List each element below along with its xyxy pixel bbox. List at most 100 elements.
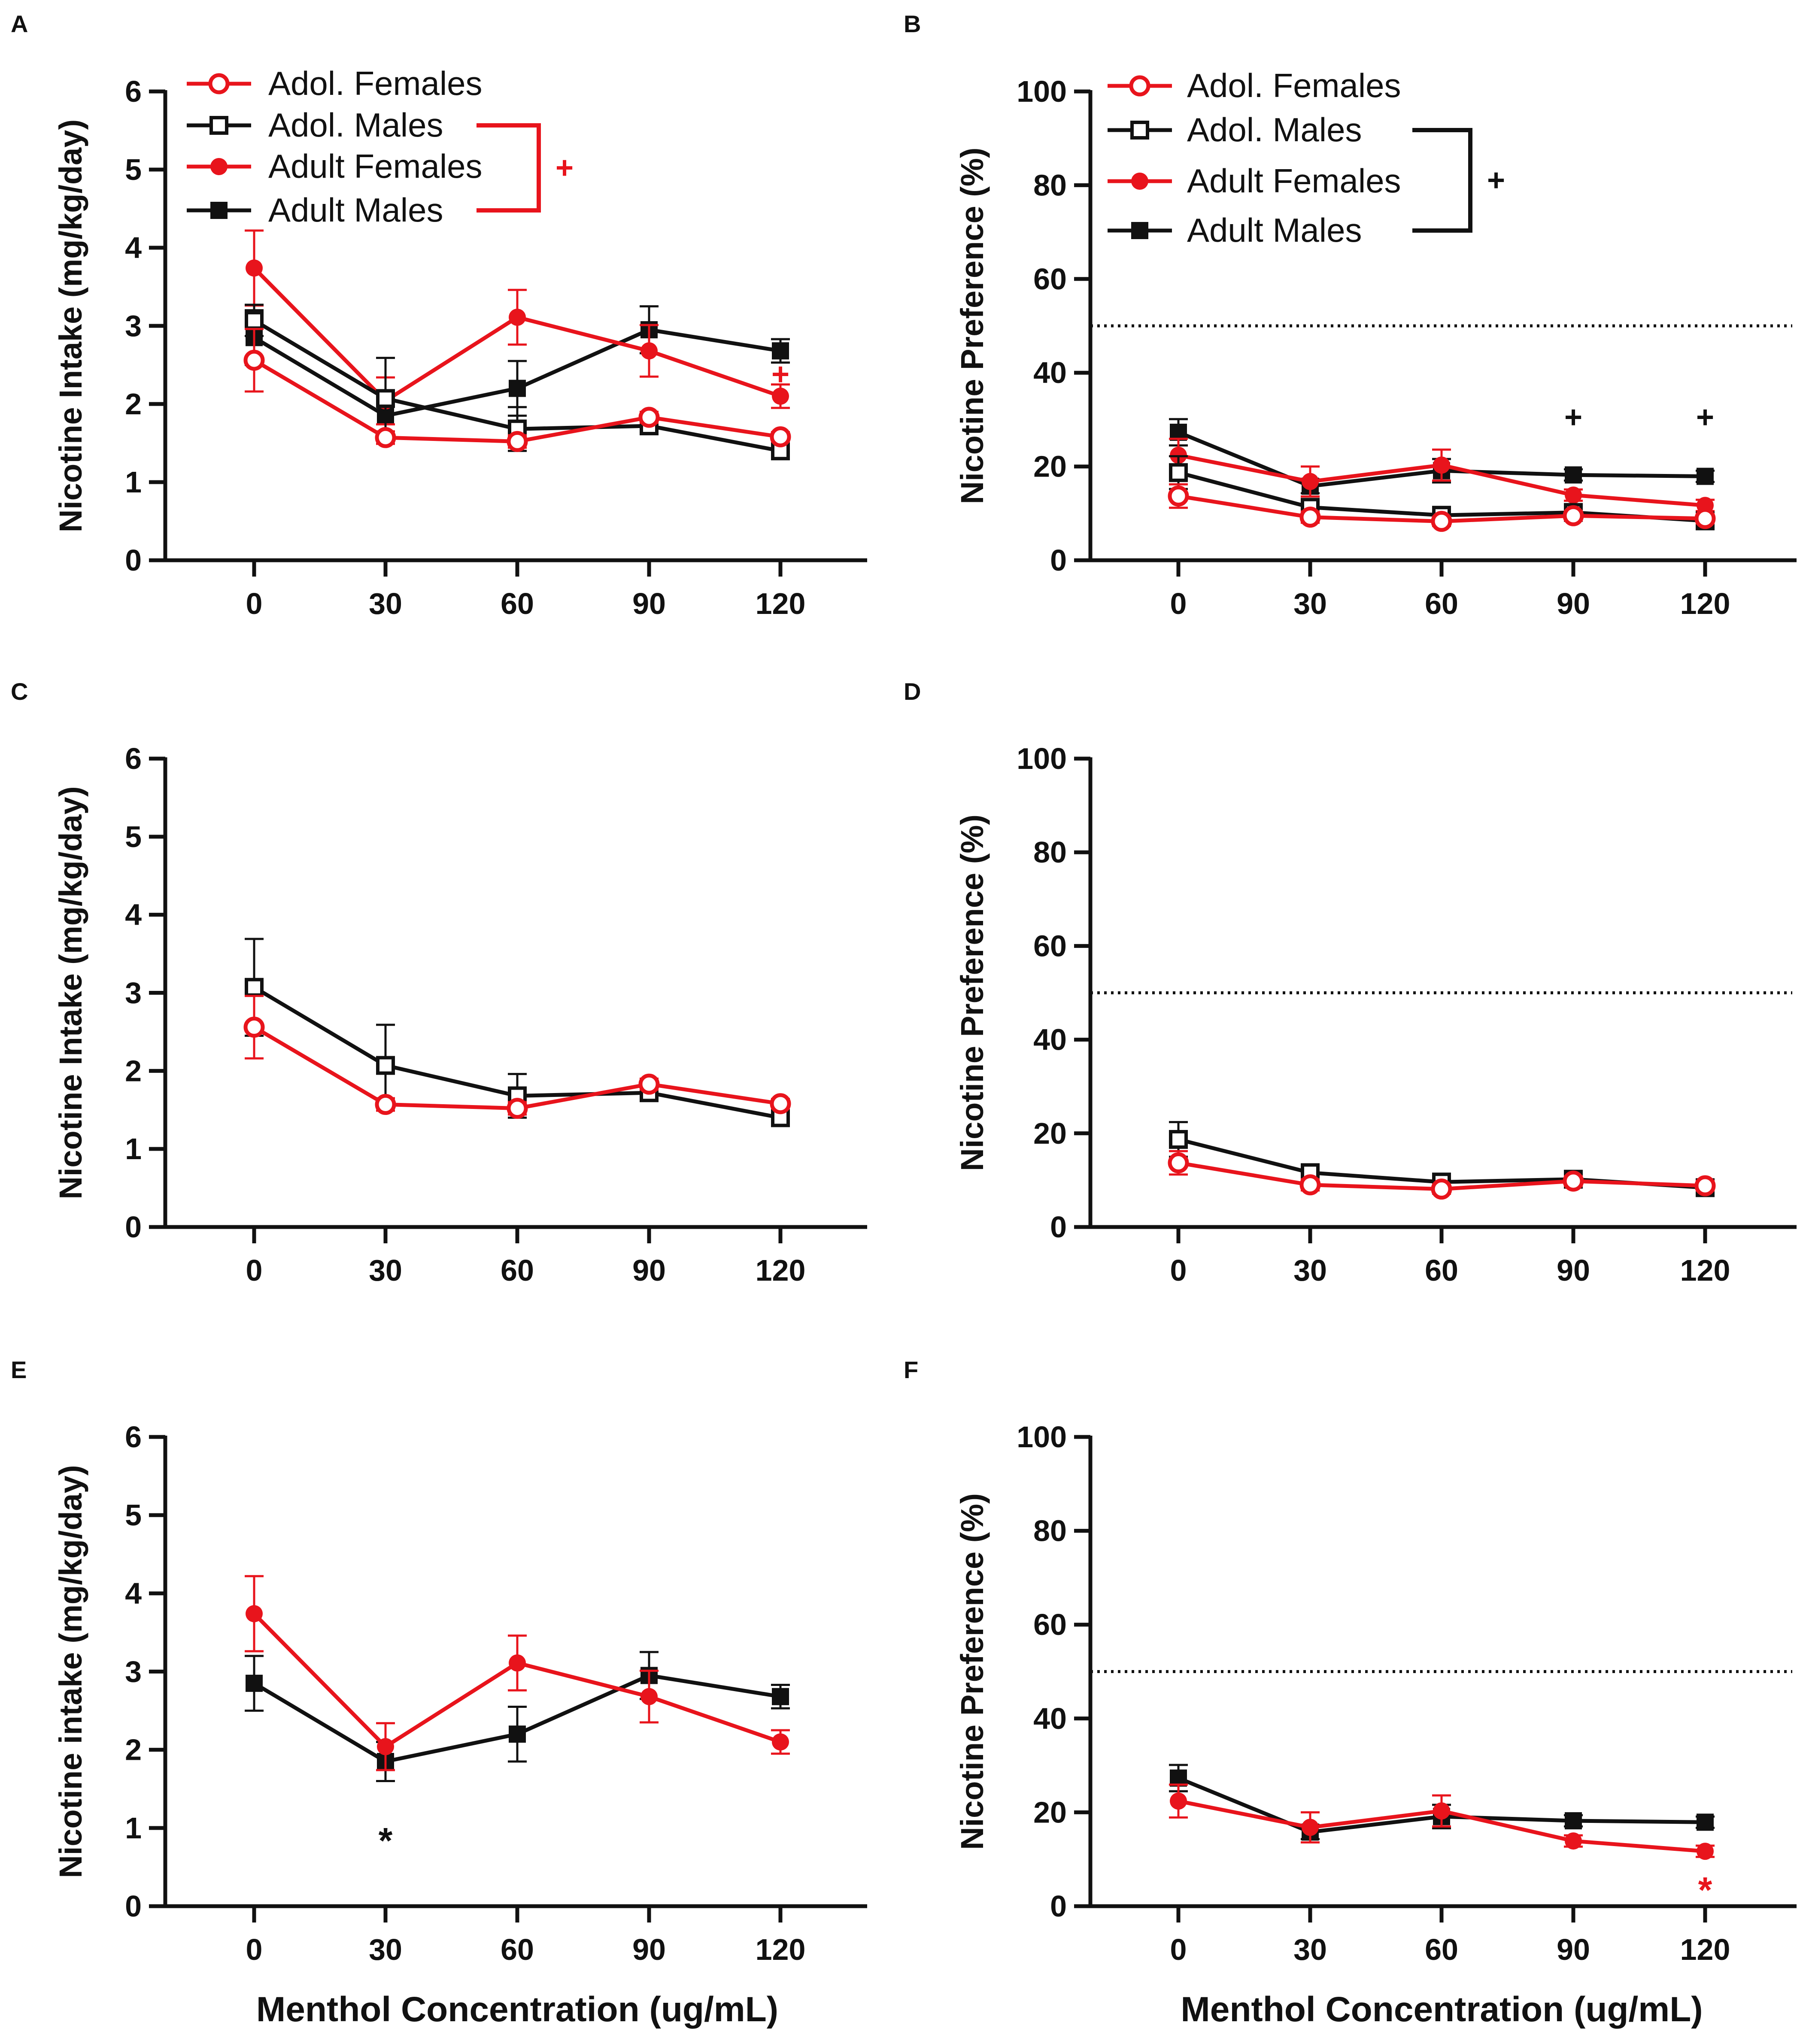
x-tick-label: 90 <box>1557 1933 1590 1966</box>
data-point <box>640 1688 658 1705</box>
legend-marker <box>210 202 228 219</box>
data-point <box>377 1738 394 1755</box>
y-axis-title: Nicotine Intake (mg/kg/day) <box>53 786 88 1199</box>
panel-label: C <box>11 678 28 705</box>
significance-plus: + <box>1564 400 1582 434</box>
x-axis-title: Menthol Concentration (ug/mL) <box>256 1990 778 2029</box>
data-point <box>1694 508 1716 529</box>
x-tick-label: 30 <box>1293 1254 1327 1287</box>
legend-label: Adult Females <box>268 147 483 185</box>
y-axis-title: Nicotine Preference (%) <box>954 1493 990 1850</box>
legend-marker <box>1130 121 1149 140</box>
y-tick-label: 100 <box>1017 75 1067 108</box>
significance-star: * <box>1698 1870 1712 1910</box>
x-tick-label: 120 <box>1680 1933 1730 1966</box>
y-axis-title: Nicotine intake (mg/kg/day) <box>53 1465 88 1878</box>
y-tick-label: 20 <box>1033 1795 1067 1829</box>
data-point <box>1433 456 1450 474</box>
y-tick-label: 40 <box>1033 1702 1067 1735</box>
legend-marker <box>208 73 230 94</box>
data-point <box>1169 463 1188 482</box>
data-point <box>376 389 395 408</box>
data-point <box>509 308 526 326</box>
y-tick-label: 4 <box>125 1576 142 1610</box>
x-tick-label: 120 <box>756 1254 806 1287</box>
data-point <box>246 259 263 277</box>
data-point <box>638 407 660 428</box>
y-tick-label: 0 <box>125 1889 142 1923</box>
y-tick-label: 60 <box>1033 929 1067 963</box>
significance-star: * <box>379 1820 393 1861</box>
data-point <box>1168 485 1189 507</box>
panel-label: D <box>904 678 921 705</box>
x-tick-label: 0 <box>1170 1254 1187 1287</box>
x-tick-label: 60 <box>1425 1254 1458 1287</box>
y-axis-title: Nicotine Preference (%) <box>954 814 990 1171</box>
y-tick-label: 0 <box>125 544 142 577</box>
x-tick-label: 120 <box>756 587 806 620</box>
x-tick-label: 0 <box>246 587 263 620</box>
y-tick-label: 0 <box>1050 544 1067 577</box>
y-axis-title: Nicotine Preference (%) <box>954 148 990 504</box>
data-point <box>1302 1819 1319 1836</box>
panel-label: F <box>904 1356 918 1383</box>
significance-plus: + <box>1696 400 1714 434</box>
data-point <box>507 431 528 452</box>
data-point <box>1565 486 1582 504</box>
y-tick-label: 1 <box>125 1132 142 1166</box>
y-tick-label: 20 <box>1033 1117 1067 1150</box>
y-tick-label: 100 <box>1017 742 1067 775</box>
data-point <box>1431 510 1452 532</box>
x-tick-label: 90 <box>1557 1254 1590 1287</box>
data-point <box>509 1654 526 1672</box>
y-tick-label: 20 <box>1033 450 1067 483</box>
x-tick-label: 30 <box>1293 1933 1327 1966</box>
data-point <box>246 1605 263 1622</box>
x-tick-label: 60 <box>1425 587 1458 620</box>
y-tick-label: 5 <box>125 820 142 853</box>
panel-label: B <box>904 10 921 37</box>
x-tick-label: 60 <box>501 1933 534 1966</box>
data-point <box>772 1733 789 1751</box>
y-tick-label: 0 <box>125 1210 142 1244</box>
series-adol-females <box>243 328 791 452</box>
legend-bracket-plus: + <box>1487 163 1505 197</box>
series-adult-females <box>245 1575 790 1771</box>
y-tick-label: 3 <box>125 976 142 1010</box>
y-tick-label: 0 <box>1050 1889 1067 1923</box>
data-point <box>1565 1832 1582 1850</box>
legend-label: Adult Males <box>1187 211 1362 249</box>
x-tick-label: 0 <box>246 1933 263 1966</box>
data-point <box>1565 1812 1582 1830</box>
y-tick-label: 40 <box>1033 1023 1067 1057</box>
y-tick-label: 3 <box>125 1655 142 1689</box>
x-tick-label: 120 <box>1680 1254 1730 1287</box>
x-tick-label: 90 <box>632 1254 666 1287</box>
data-point <box>1169 1130 1188 1149</box>
y-tick-label: 80 <box>1033 835 1067 869</box>
series-adol-males <box>245 938 790 1127</box>
x-tick-label: 60 <box>501 587 534 620</box>
panel-D: D 0 20 40 60 80 100 0 30 60 90 120 Nicotine Preferen… <box>904 678 1797 1287</box>
data-point <box>507 1098 528 1119</box>
legend-label: Adol. Males <box>1187 111 1362 149</box>
panel-F: F 0 20 40 60 80 100 0 30 60 90 120 Nicotine Preferen… <box>904 1356 1797 1966</box>
x-tick-label: 30 <box>1293 587 1327 620</box>
x-tick-label: 120 <box>1680 587 1730 620</box>
data-point <box>245 978 264 997</box>
data-point <box>772 1688 789 1705</box>
data-point <box>375 1094 396 1115</box>
data-point <box>243 349 265 371</box>
data-point <box>246 1674 263 1692</box>
series-adol-females <box>243 995 791 1119</box>
data-point <box>772 342 789 360</box>
data-point <box>1431 1178 1452 1200</box>
data-point <box>1433 1802 1450 1820</box>
data-point <box>1565 466 1582 484</box>
data-point <box>1697 1843 1714 1860</box>
